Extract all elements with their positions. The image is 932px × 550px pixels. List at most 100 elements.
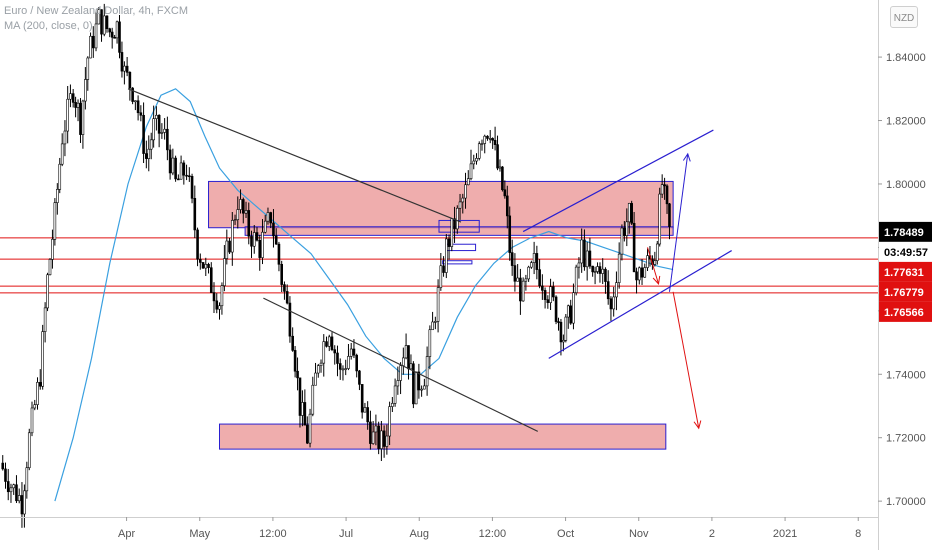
candle-body	[341, 368, 345, 371]
channel-upper-line	[522, 129, 714, 233]
candle-body	[615, 282, 618, 298]
candle-body	[630, 203, 633, 224]
candle-body	[171, 157, 175, 174]
candle-body	[646, 255, 649, 268]
candle-body	[30, 407, 34, 434]
candle-body	[349, 348, 353, 357]
price-label-bg-red	[879, 261, 932, 282]
price-label-bg-last	[879, 221, 932, 242]
candle-body	[272, 222, 275, 237]
candle-body	[391, 403, 394, 407]
zone-support	[219, 423, 667, 450]
candle-body	[493, 140, 497, 145]
price-label-red: 1.76566	[884, 307, 924, 319]
forecast-arrow-blue	[668, 153, 689, 292]
candle-body	[566, 305, 570, 318]
candle-body	[285, 291, 289, 304]
price-tick-label: 1.82000	[886, 116, 926, 128]
candle-body	[358, 370, 361, 385]
candle-body	[322, 341, 326, 364]
price-label-red: 1.77631	[884, 267, 924, 279]
candle-body	[231, 220, 234, 253]
candle-body	[298, 377, 302, 416]
candle-body	[157, 114, 161, 134]
candle-body	[640, 267, 644, 278]
candle-body	[56, 189, 59, 203]
candle-body	[402, 357, 405, 366]
candle-body	[12, 484, 16, 489]
candle-body	[604, 268, 607, 282]
candle-body	[123, 65, 126, 72]
time-axis[interactable]: Apr May 12:00 Jul Aug 12:00 Oct Nov 2 2021 8	[0, 517, 878, 540]
candle-body	[396, 380, 400, 387]
candle-body	[498, 166, 502, 169]
zone-small-box	[438, 219, 480, 233]
candle-body	[43, 307, 47, 332]
candle-body	[423, 385, 426, 390]
candle-body	[541, 285, 544, 291]
candle-body	[38, 382, 42, 387]
forecast-arrow-red	[647, 247, 659, 285]
candle-body	[212, 292, 216, 302]
candle-body	[185, 174, 188, 177]
candle-body	[105, 15, 109, 30]
candle-body	[166, 128, 169, 151]
candle-body	[51, 239, 54, 260]
candle-body	[338, 363, 342, 370]
candle-body	[643, 267, 647, 278]
time-tick-label: 2	[709, 528, 715, 540]
candle-body	[425, 356, 429, 387]
candle-body	[182, 162, 186, 176]
candle-body	[347, 356, 350, 369]
candle-body	[620, 227, 624, 255]
candle-body	[655, 243, 659, 261]
candle-body	[136, 100, 140, 114]
candle-body	[496, 144, 499, 169]
candle-body	[414, 371, 418, 405]
candle-body	[89, 35, 92, 59]
candle-body	[128, 72, 132, 89]
trendline-descending-lower	[263, 297, 539, 432]
candle-body	[327, 336, 331, 347]
candle-body	[583, 239, 586, 268]
candle-body	[220, 285, 224, 307]
candle-body	[25, 467, 29, 492]
candle-body	[382, 430, 386, 447]
candle-body	[513, 265, 517, 282]
candle-body	[139, 112, 143, 116]
candle-body	[255, 232, 259, 241]
candle-body	[663, 184, 666, 187]
candle-body	[236, 209, 240, 220]
candle-body	[559, 321, 563, 343]
candle-body	[617, 253, 621, 283]
candle-body	[577, 262, 581, 268]
plot-area[interactable]	[0, 3, 878, 528]
candle-body	[516, 277, 519, 282]
candle-body	[417, 371, 421, 391]
candle-body	[549, 286, 552, 303]
candle-body	[464, 184, 467, 199]
candle-body	[4, 468, 7, 482]
price-label-last: 1.78489	[884, 227, 924, 239]
candle-body	[36, 382, 39, 405]
candle-body	[483, 135, 487, 144]
candle-body	[1, 462, 5, 470]
time-tick-label: Apr	[118, 528, 135, 540]
time-tick-label: Nov	[629, 528, 649, 540]
candle-body	[535, 253, 539, 270]
candle-body	[204, 263, 208, 269]
forecast-arrowhead-red	[693, 420, 702, 430]
candle-body	[316, 365, 320, 374]
candle-body	[439, 265, 443, 288]
candle-body	[41, 331, 44, 387]
candle-body	[366, 407, 369, 423]
candle-body	[247, 210, 251, 237]
candle-body	[110, 31, 114, 38]
time-tick-label: Jul	[339, 528, 353, 540]
currency-badge[interactable]: NZD	[890, 6, 918, 28]
candle-body	[305, 424, 309, 444]
candle-body	[393, 385, 397, 404]
